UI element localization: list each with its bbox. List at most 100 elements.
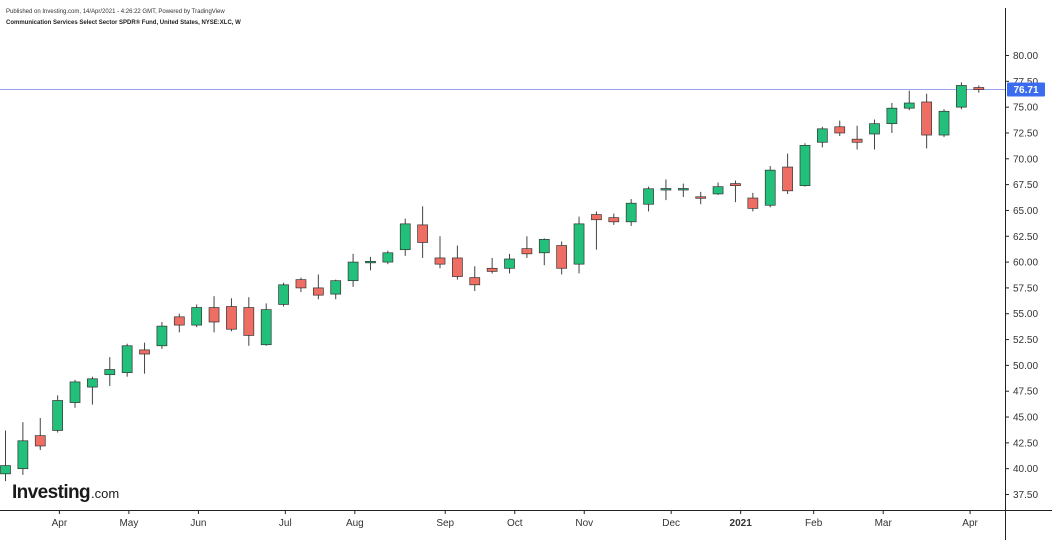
- candle: [0, 430, 11, 482]
- candle: [226, 298, 237, 332]
- candle: [677, 183, 689, 198]
- y-tick-label: 50.00: [1013, 361, 1038, 372]
- x-tick-label: Apr: [52, 518, 68, 529]
- candle-body-down: [434, 257, 446, 265]
- candle-body-up: [52, 400, 63, 431]
- x-tick-label: Oct: [507, 518, 523, 529]
- candle: [747, 192, 759, 212]
- candle: [834, 120, 846, 137]
- candle: [52, 395, 63, 433]
- candle: [417, 206, 428, 258]
- candle: [504, 253, 515, 274]
- candle-body-up: [365, 260, 376, 264]
- candle-body-down: [226, 306, 237, 330]
- candle-body-up: [869, 123, 880, 135]
- candle: [782, 153, 793, 194]
- candle-body-up: [886, 107, 898, 125]
- candle: [573, 216, 585, 274]
- logo-brand: Investing: [12, 482, 91, 503]
- published-note: Published on Investing.com, 14/Apr/2021 …: [6, 9, 225, 15]
- y-tick-label: 62.50: [1013, 232, 1038, 243]
- y-tick-label: 80.00: [1013, 51, 1038, 62]
- candles-layer: [0, 82, 985, 482]
- candle: [695, 191, 707, 205]
- candle: [208, 296, 220, 333]
- candle-body-down: [556, 245, 568, 269]
- candle-body-up: [382, 252, 394, 263]
- candle: [260, 303, 272, 346]
- candle-body-down: [834, 126, 846, 134]
- candle-body-up: [903, 102, 915, 109]
- candle: [347, 253, 359, 287]
- candle-body-down: [851, 138, 863, 143]
- candle: [399, 218, 411, 256]
- candle-body-down: [139, 349, 150, 355]
- candle-body-up: [0, 465, 11, 475]
- candle-body-up: [260, 309, 272, 346]
- candle: [243, 297, 255, 346]
- candle: [139, 342, 150, 374]
- candle: [973, 85, 985, 93]
- candle-body-up: [399, 223, 411, 251]
- candle: [295, 277, 307, 293]
- x-axis-labels: Apr May Jun Jul Aug Sep Oct Nov Dec 2021 Feb Mar Apr: [52, 510, 979, 529]
- axes-layer: [0, 8, 1052, 540]
- candle: [886, 103, 898, 133]
- candle: [191, 304, 203, 328]
- candle: [903, 90, 915, 111]
- candle-body-up: [677, 188, 689, 191]
- candle: [764, 166, 776, 208]
- y-axis-labels: 37.50 40.00 42.50 45.00 47.50 50.00 52.50 55.00…: [1005, 51, 1038, 501]
- candle: [173, 313, 185, 333]
- candle-body-up: [191, 307, 203, 326]
- candle-body-up: [278, 284, 289, 305]
- y-tick-label: 47.50: [1013, 387, 1038, 398]
- y-tick-label: 77.50: [1013, 77, 1038, 88]
- candle-body-up: [660, 188, 672, 191]
- candle-body-down: [173, 316, 185, 326]
- y-tick-label: 57.50: [1013, 283, 1038, 294]
- candle-body-down: [34, 435, 46, 447]
- x-tick-label: Apr: [962, 518, 978, 529]
- y-tick-label: 72.50: [1013, 128, 1038, 139]
- candle: [104, 357, 116, 387]
- candle: [869, 119, 880, 150]
- candle: [538, 238, 550, 266]
- candle: [17, 422, 29, 475]
- y-tick-label: 67.50: [1013, 180, 1038, 191]
- candle: [330, 279, 342, 300]
- x-tick-label: Feb: [805, 518, 823, 529]
- candle: [730, 180, 741, 203]
- last-price-label: 76.71: [1013, 85, 1038, 96]
- candle: [434, 236, 446, 269]
- y-tick-label: 52.50: [1013, 335, 1038, 346]
- candle-body-down: [243, 307, 255, 336]
- candle: [34, 418, 46, 451]
- candle: [365, 256, 376, 271]
- candle-body-up: [764, 169, 776, 206]
- candle: [278, 282, 289, 307]
- candle: [469, 266, 481, 292]
- candle-body-down: [521, 248, 533, 255]
- y-tick-label: 40.00: [1013, 464, 1038, 475]
- candle: [69, 379, 81, 408]
- candle-body-down: [208, 307, 220, 323]
- candle-body-up: [121, 345, 133, 373]
- candle: [851, 125, 863, 150]
- y-tick-label: 42.50: [1013, 438, 1038, 449]
- candle: [121, 343, 133, 377]
- candle: [608, 213, 620, 225]
- x-tick-label: Dec: [662, 518, 680, 529]
- x-tick-label: Nov: [575, 518, 593, 529]
- candle-body-down: [591, 214, 602, 221]
- candle-body-down: [973, 87, 985, 90]
- candle-body-up: [573, 223, 585, 265]
- candle-body-down: [469, 277, 481, 286]
- candle-body-down: [695, 196, 707, 199]
- y-tick-label: 37.50: [1013, 490, 1038, 501]
- price-tag-layer: 76.71: [1007, 82, 1045, 97]
- candle-body-up: [87, 378, 98, 388]
- candle-body-up: [330, 280, 342, 295]
- candle-body-down: [295, 279, 307, 289]
